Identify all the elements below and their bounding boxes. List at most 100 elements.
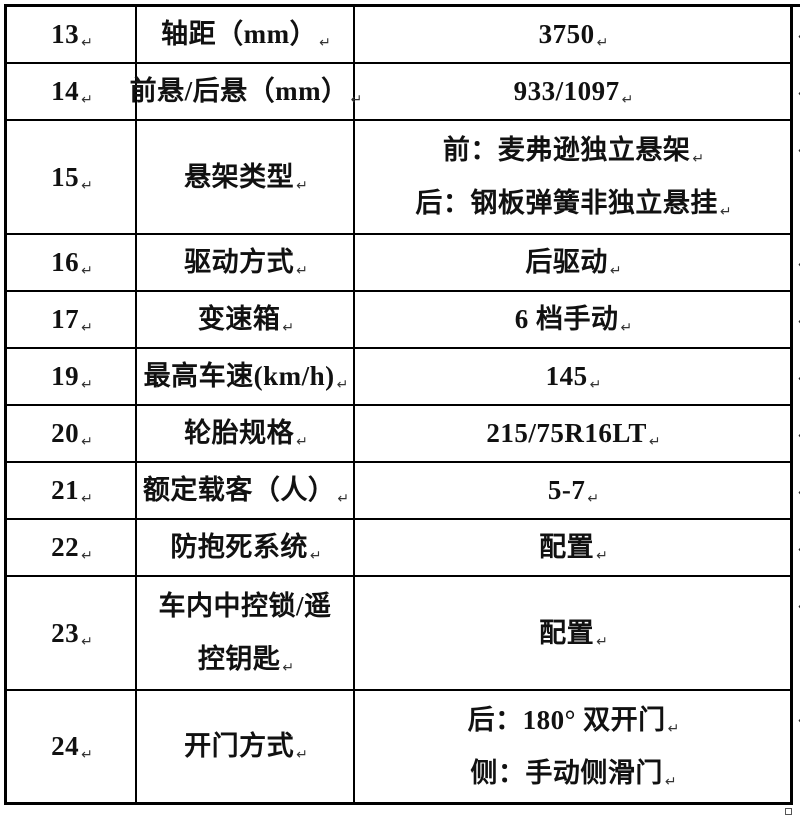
paragraph-mark-icon: ↵ (81, 491, 93, 507)
spec-value-cell[interactable]: 配置 ↵ (355, 577, 793, 691)
row-number-cell[interactable]: 23 ↵ (7, 577, 137, 691)
cell-text: 变速箱 (197, 304, 281, 334)
spec-value-cell[interactable]: 后：180° 双开门 ↵ 侧：手动侧滑门 ↵ (355, 691, 793, 805)
spec-value-cell[interactable]: 933/1097 ↵ (355, 64, 793, 121)
row-end-mark-icon: ↵ (798, 599, 800, 615)
paragraph-mark-icon: ↵ (81, 548, 93, 564)
paragraph-mark-icon: ↵ (81, 320, 93, 336)
cell-line: 20 ↵ (51, 407, 93, 460)
spec-value-cell[interactable]: 前：麦弗逊独立悬架 ↵ 后：钢板弹簧非独立悬挂 ↵ (355, 121, 793, 235)
cell-text: 开门方式 (184, 731, 295, 761)
cell-line: 24 ↵ (51, 720, 93, 773)
paragraph-mark-icon: ↵ (319, 35, 331, 51)
cell-line: 21 ↵ (51, 464, 93, 517)
cell-text: 前悬/后悬（mm） (129, 76, 349, 106)
spec-label-cell[interactable]: 轮胎规格 ↵ (137, 406, 355, 463)
cell-line: 后：钢板弹簧非独立悬挂 ↵ (415, 177, 732, 230)
row-end-line: ↵ (796, 406, 800, 459)
table-row: 22↵防抱死系统↵配置↵↵ (7, 520, 800, 577)
cell-text: 24 (51, 731, 80, 761)
cell-text: 驱动方式 (184, 247, 295, 277)
spec-label-cell[interactable]: 悬架类型 ↵ (137, 121, 355, 235)
cell-line: 23 ↵ (51, 607, 93, 660)
cell-text: 后：180° 双开门 (467, 704, 666, 735)
cell-text: 16 (51, 247, 80, 277)
cell-line: 22 ↵ (51, 521, 93, 574)
row-number-cell[interactable]: 14 ↵ (7, 64, 137, 121)
row-end-mark-icon: ↵ (798, 29, 800, 45)
row-number-cell[interactable]: 21 ↵ (7, 463, 137, 520)
table-row: 14↵前悬/后悬（mm）↵933/1097↵↵ (7, 64, 800, 121)
spec-value-cell[interactable]: 215/75R16LT ↵ (355, 406, 793, 463)
spec-label-cell[interactable]: 驱动方式 ↵ (137, 235, 355, 292)
cell-text: 933/1097 (513, 76, 620, 106)
row-number-cell[interactable]: 20 ↵ (7, 406, 137, 463)
spec-label-cell[interactable]: 最高车速(km/h) ↵ (137, 349, 355, 406)
paragraph-mark-icon: ↵ (596, 548, 608, 564)
table-row: 13↵轴距（mm）↵3750↵↵ (7, 7, 800, 64)
cell-text: 最高车速(km/h) (143, 361, 335, 391)
row-number-cell[interactable]: 16 ↵ (7, 235, 137, 292)
cell-text: 23 (51, 617, 80, 648)
cell-line: 后：180° 双开门 ↵ (467, 694, 680, 747)
spec-value-cell[interactable]: 5-7 ↵ (355, 463, 793, 520)
row-end-gutter: ↵ (793, 292, 800, 349)
cell-line: 最高车速(km/h) ↵ (143, 350, 349, 403)
cell-text: 215/75R16LT (486, 418, 647, 448)
row-number-cell[interactable]: 17 ↵ (7, 292, 137, 349)
spec-value-cell[interactable]: 6 档手动 ↵ (355, 292, 793, 349)
paragraph-mark-icon: ↵ (719, 204, 732, 220)
row-end-line: ↵ (796, 7, 800, 60)
spec-label-cell[interactable]: 轴距（mm） ↵ (137, 7, 355, 64)
spec-label-cell[interactable]: 变速箱 ↵ (137, 292, 355, 349)
paragraph-mark-icon: ↵ (664, 773, 677, 790)
row-end-gutter: ↵ (793, 64, 800, 121)
row-end-line: ↵ (796, 121, 800, 174)
cell-text: 后：钢板弹簧非独立悬挂 (415, 188, 718, 218)
spec-label-cell[interactable]: 前悬/后悬（mm） ↵ (130, 64, 362, 121)
row-number-cell[interactable]: 22 ↵ (7, 520, 137, 577)
row-end-gutter: ↵ (793, 520, 800, 577)
paragraph-mark-icon: ↵ (296, 434, 308, 450)
paragraph-mark-icon: ↵ (589, 377, 602, 393)
row-number-cell[interactable]: 15 ↵ (7, 121, 137, 235)
row-end-gutter: ↵ (793, 121, 800, 235)
cell-text: 20 (51, 418, 80, 448)
cell-line: 配置 ↵ (539, 521, 608, 574)
spec-label-cell[interactable]: 开门方式 ↵ (137, 691, 355, 805)
cell-line: 215/75R16LT ↵ (486, 407, 660, 460)
cell-line: 控钥匙 ↵ (197, 633, 294, 686)
paragraph-mark-icon: ↵ (596, 633, 608, 650)
row-end-mark-icon: ↵ (798, 371, 800, 387)
spec-label-cell[interactable]: 额定载客（人） ↵ (137, 463, 355, 520)
spec-value-cell[interactable]: 3750 ↵ (355, 7, 793, 64)
row-end-gutter: ↵ (793, 406, 800, 463)
spec-label-cell[interactable]: 车内中控锁/遥 控钥匙 ↵ (137, 577, 355, 691)
cell-line: 侧：手动侧滑门 ↵ (470, 747, 677, 800)
cell-text: 控钥匙 (197, 644, 281, 674)
cell-text: 额定载客（人） (142, 475, 336, 505)
paragraph-mark-icon: ↵ (81, 747, 93, 763)
cell-text: 前：麦弗逊独立悬架 (442, 135, 691, 165)
cell-text: 3750 (538, 19, 595, 49)
cell-line: 开门方式 ↵ (184, 720, 308, 773)
cell-text: 15 (51, 161, 80, 192)
cell-line: 前悬/后悬（mm） ↵ (129, 65, 363, 118)
cell-text: 6 档手动 (514, 304, 619, 334)
row-end-gutter: ↵ (793, 235, 800, 292)
spec-value-cell[interactable]: 后驱动 ↵ (355, 235, 793, 292)
paragraph-mark-icon: ↵ (296, 747, 308, 763)
row-number-cell[interactable]: 24 ↵ (7, 691, 137, 805)
cell-line: 3750 ↵ (538, 8, 609, 61)
paragraph-mark-icon: ↵ (282, 320, 295, 336)
row-number-cell[interactable]: 19 ↵ (7, 349, 137, 406)
table-row: 19↵最高车速(km/h)↵145↵↵ (7, 349, 800, 406)
cell-text: 防抱死系统 (170, 532, 308, 562)
cell-line: 悬架类型 ↵ (184, 151, 308, 204)
spec-label-cell[interactable]: 防抱死系统 ↵ (137, 520, 355, 577)
spec-value-cell[interactable]: 145 ↵ (355, 349, 793, 406)
row-number-cell[interactable]: 13 ↵ (7, 7, 137, 64)
spec-value-cell[interactable]: 配置 ↵ (355, 520, 793, 577)
paragraph-mark-icon: ↵ (620, 320, 633, 336)
